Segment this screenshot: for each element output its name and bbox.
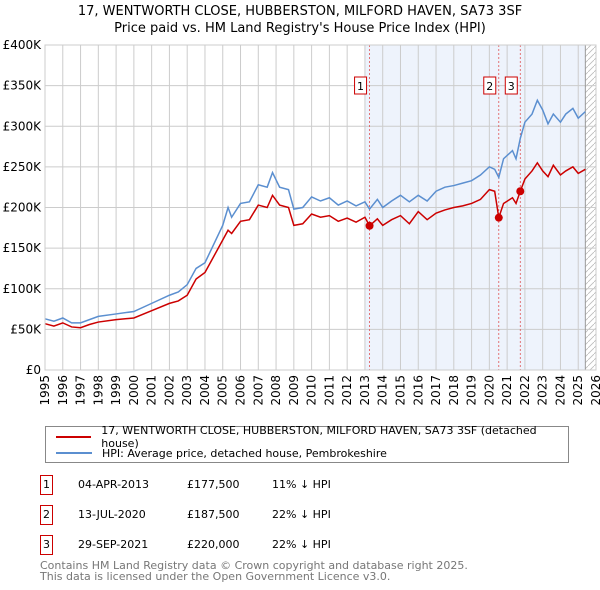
sale-price: £187,500 — [187, 508, 240, 521]
x-tick-label: 2001 — [145, 375, 159, 406]
x-tick-label: 2019 — [465, 375, 479, 406]
x-tick-label: 2014 — [376, 375, 390, 406]
sale-row: 1 04-APR-2013 £177,500 11% ↓ HPI — [40, 475, 440, 495]
x-tick-label: 1997 — [74, 375, 88, 406]
sale-label-box — [504, 76, 518, 95]
x-tick-label: 2021 — [500, 375, 514, 406]
x-tick-label: 2007 — [251, 375, 265, 406]
price-chart: £0 £50K £100K £150K £200K £250K £300K £350K £400… — [3, 38, 600, 406]
legend: 17, WENTWORTH CLOSE, HUBBERSTON, MILFORD… — [45, 424, 569, 463]
sale-row: 2 13-JUL-2020 £187,500 22% ↓ HPI — [40, 505, 440, 525]
sale-date: 29-SEP-2021 — [78, 538, 149, 551]
x-tick-label: 2015 — [393, 375, 407, 406]
sale-hpi-diff: 11% ↓ HPI — [272, 478, 331, 491]
sale-row: 3 29-SEP-2021 £220,000 22% ↓ HPI — [40, 535, 440, 555]
x-tick-label: 2025 — [571, 375, 585, 406]
x-tick-label: 1999 — [109, 375, 123, 406]
x-tick-label: 2008 — [269, 375, 283, 406]
sale-point — [494, 213, 503, 222]
x-tick-label: 2026 — [589, 375, 600, 406]
x-tick-label: 2023 — [536, 375, 550, 406]
footer-line: Contains HM Land Registry data © Crown c… — [40, 559, 468, 572]
x-tick-label: 2009 — [287, 375, 301, 406]
y-tick-label: £350K — [3, 79, 43, 93]
y-tick-label: £300K — [3, 119, 43, 133]
sale-marker: 3 — [40, 535, 53, 555]
y-tick-label: £100K — [3, 282, 43, 296]
sale-marker: 1 — [40, 475, 53, 495]
legend-label: HPI: Average price, detached house, Pemb… — [102, 446, 387, 460]
hpi-line — [44, 98, 586, 324]
x-tick-label: 2022 — [518, 375, 532, 406]
x-tick-label: 2013 — [358, 375, 372, 406]
x-tick-label: 1998 — [91, 375, 105, 406]
x-tick-label: 2005 — [216, 375, 230, 406]
sale-label-box — [483, 76, 497, 95]
x-tick-label: 2017 — [429, 375, 443, 406]
sale-hpi-diff: 22% ↓ HPI — [272, 538, 331, 551]
chart-title: 17, WENTWORTH CLOSE, HUBBERSTON, MILFORD… — [77, 4, 523, 19]
sale-label-box — [354, 76, 368, 95]
sale-date: 13-JUL-2020 — [78, 508, 146, 521]
x-tick-label: 1996 — [56, 375, 70, 406]
y-tick-label: £150K — [3, 241, 43, 255]
legend-item-property: 17, WENTWORTH CLOSE, HUBBERSTON, MILFORD… — [46, 424, 568, 450]
y-tick-label: £400K — [3, 38, 43, 52]
x-tick-label: 2004 — [198, 375, 212, 406]
sale-point — [365, 221, 374, 230]
y-tick-label: £0 — [26, 363, 41, 377]
legend-swatch-red — [56, 436, 92, 438]
footer: Contains HM Land Registry data © Crown c… — [40, 560, 468, 582]
x-tick-label: 2024 — [553, 375, 567, 406]
sale-marker: 2 — [40, 505, 53, 525]
sale-price: £177,500 — [187, 478, 240, 491]
x-tick-label: 2012 — [340, 375, 354, 406]
y-tick-label: £250K — [3, 160, 43, 174]
legend-item-hpi: HPI: Average price, detached house, Pemb… — [46, 445, 387, 461]
x-tick-label: 2003 — [180, 375, 194, 406]
x-tick-label: 2000 — [127, 375, 141, 406]
x-tick-label: 2002 — [162, 375, 176, 406]
x-tick-label: 2011 — [322, 375, 336, 406]
legend-swatch-blue — [56, 452, 92, 454]
sale-label: 2 — [486, 80, 493, 93]
y-tick-label: £50K — [10, 322, 42, 336]
x-tick-label: 2016 — [411, 375, 425, 406]
sale-date: 04-APR-2013 — [78, 478, 150, 491]
y-tick-label: £200K — [3, 201, 43, 215]
sale-label: 3 — [508, 80, 515, 93]
x-tick-label: 2010 — [305, 375, 319, 406]
footer-line: This data is licensed under the Open Gov… — [40, 570, 391, 583]
x-tick-label: 2020 — [482, 375, 496, 406]
legend-label: 17, WENTWORTH CLOSE, HUBBERSTON, MILFORD… — [101, 424, 537, 450]
x-tick-label: 1995 — [38, 375, 52, 406]
x-tick-label: 2006 — [234, 375, 248, 406]
sale-label: 1 — [357, 80, 364, 93]
sale-point — [516, 187, 525, 196]
sale-hpi-diff: 22% ↓ HPI — [272, 508, 331, 521]
x-tick-label: 2018 — [447, 375, 461, 406]
plot-border — [44, 44, 597, 371]
sale-price: £220,000 — [187, 538, 240, 551]
chart-subtitle: Price paid vs. HM Land Registry's House … — [114, 21, 486, 36]
